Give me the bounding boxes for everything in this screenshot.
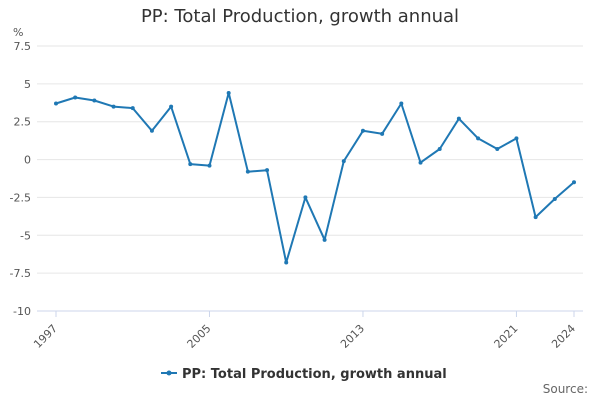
data-point[interactable] <box>226 90 231 95</box>
data-point[interactable] <box>476 136 481 141</box>
y-axis-unit: % <box>13 26 23 39</box>
data-point[interactable] <box>284 260 289 265</box>
data-point[interactable] <box>495 146 500 151</box>
data-point[interactable] <box>130 106 135 111</box>
x-tick-label: 2021 <box>492 322 521 351</box>
data-point[interactable] <box>418 160 423 165</box>
y-tick-label: 0 <box>24 154 31 167</box>
y-tick-label: -10 <box>13 305 31 318</box>
data-point[interactable] <box>149 128 154 133</box>
data-point[interactable] <box>265 168 270 173</box>
data-point[interactable] <box>207 163 212 168</box>
data-point[interactable] <box>437 146 442 151</box>
x-axis-ticks: 1997 2005 2013 2021 2024 <box>31 310 583 351</box>
data-point[interactable] <box>54 101 58 106</box>
data-point[interactable] <box>399 101 404 106</box>
grid-lines <box>37 45 583 312</box>
data-point[interactable] <box>111 104 116 109</box>
y-tick-label: -5 <box>20 229 31 242</box>
series-layer <box>54 90 576 265</box>
y-tick-label: -2.5 <box>10 191 31 204</box>
data-point[interactable] <box>572 180 576 185</box>
legend[interactable]: PP: Total Production, growth annual <box>161 367 447 382</box>
data-point[interactable] <box>73 95 78 100</box>
data-point[interactable] <box>456 116 461 121</box>
data-point[interactable] <box>245 169 250 174</box>
data-point[interactable] <box>360 128 365 133</box>
x-tick-label: 2013 <box>338 322 367 351</box>
data-point[interactable] <box>303 195 308 200</box>
data-point[interactable] <box>92 98 97 103</box>
y-tick-label: -7.5 <box>10 267 31 280</box>
y-tick-label: 7.5 <box>14 40 32 53</box>
x-tick-label: 2005 <box>185 322 214 351</box>
series-line[interactable] <box>55 91 575 264</box>
legend-label: PP: Total Production, growth annual <box>182 367 447 382</box>
source-label[interactable]: Source: <box>542 382 588 396</box>
x-tick-label: 2024 <box>549 322 578 351</box>
y-tick-label: 2.5 <box>14 116 32 129</box>
data-point[interactable] <box>380 131 385 136</box>
data-point[interactable] <box>169 104 174 109</box>
chart-title: PP: Total Production, growth annual <box>140 6 460 27</box>
data-point[interactable] <box>188 162 193 167</box>
data-point[interactable] <box>514 136 519 141</box>
y-tick-label: 5 <box>24 78 31 91</box>
data-point[interactable] <box>552 196 557 201</box>
x-tick-label: 1997 <box>31 322 60 351</box>
y-axis-ticks: 7.5 5 2.5 0 -2.5 -5 -7.5 -10 <box>10 40 31 318</box>
data-point[interactable] <box>322 237 327 242</box>
data-point[interactable] <box>533 215 538 220</box>
data-point[interactable] <box>341 159 346 164</box>
legend-marker <box>166 370 172 376</box>
